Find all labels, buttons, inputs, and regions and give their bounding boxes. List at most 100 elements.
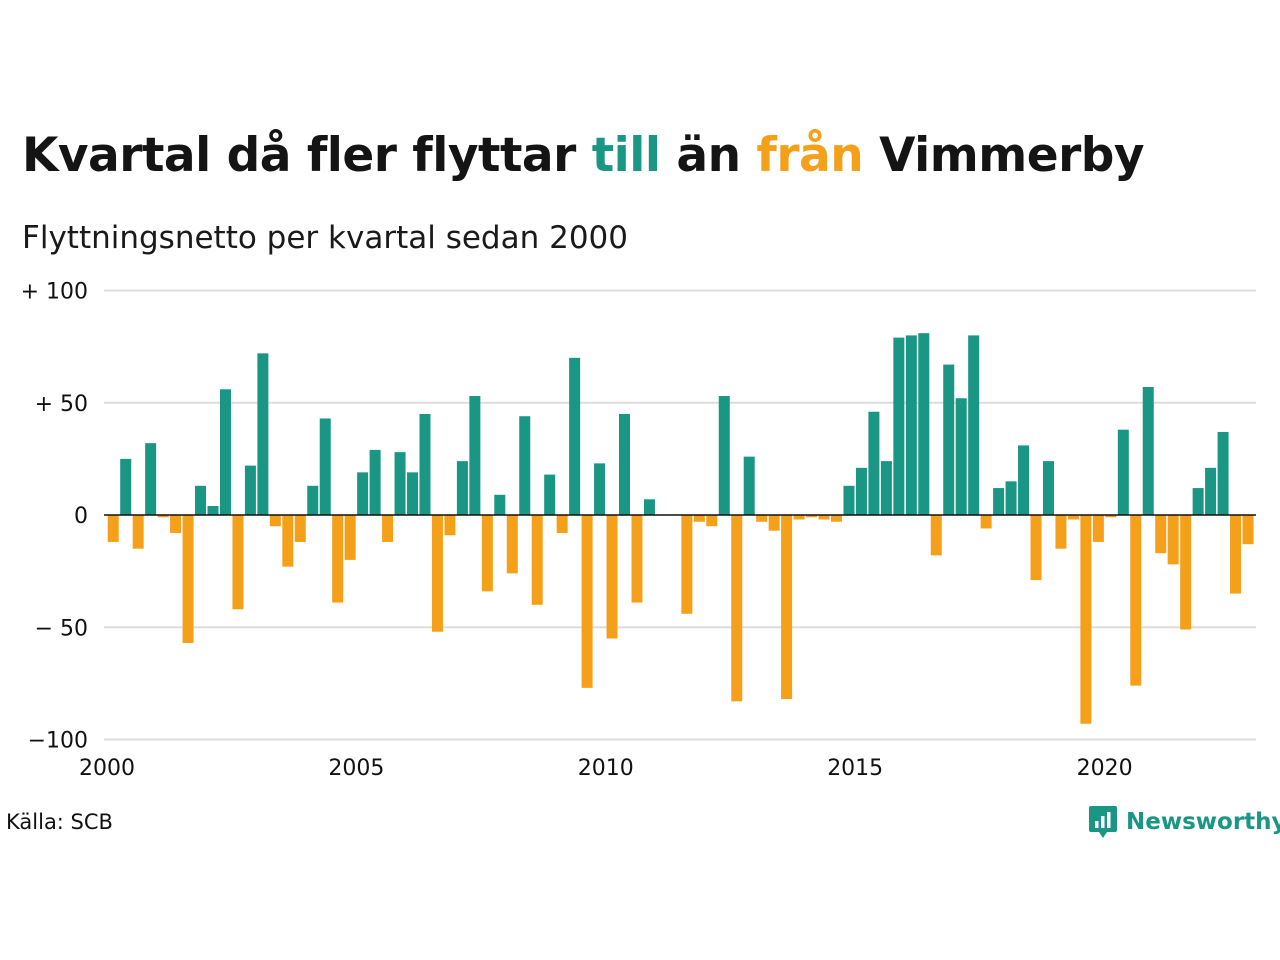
bar [506,515,518,574]
bar [1192,488,1204,515]
bar [369,449,381,515]
bar [132,515,144,549]
bar [693,515,705,522]
bar [631,515,643,603]
y-tick-label: 0 [74,504,88,529]
bar [269,515,281,527]
bar [831,515,842,522]
chart-subtitle: Flyttningsnetto per kvartal sedan 2000 [22,220,628,256]
bar [880,461,892,515]
title-part-5: Vimmerby [863,128,1145,183]
bar [544,474,556,515]
bar [1167,515,1179,565]
bar [743,456,755,515]
bar [1155,515,1167,554]
x-tick-label: 2000 [79,756,135,781]
title-fran: från [756,128,864,183]
y-tick-label: −100 [28,729,88,754]
y-tick-label: + 100 [21,280,88,305]
y-tick-label: + 50 [35,392,88,417]
bar [294,515,306,542]
bar [1080,515,1092,724]
bar [481,515,493,592]
bar [1242,515,1254,545]
bar [619,413,630,515]
bar [1092,515,1104,542]
bar [918,333,930,515]
newsworthy-icon [1089,806,1117,838]
bar [893,337,905,515]
bar [456,461,468,515]
bar [157,515,169,518]
bar [768,515,780,531]
title-part-3: än [660,128,757,183]
bar [868,411,880,515]
bar [1005,481,1017,515]
bar [207,506,219,515]
bar [1180,515,1192,630]
bar [519,416,531,515]
bar [319,418,331,515]
bar [332,515,344,603]
bar [120,458,132,516]
bar [930,515,942,556]
brand-name: Newsworthy [1126,809,1280,835]
bar [394,452,406,515]
bar [955,398,967,515]
bar [195,485,207,515]
bar [556,515,568,533]
bar [806,515,818,518]
bar [980,515,992,529]
bar [170,515,182,533]
bar [818,515,830,520]
bar [1230,515,1242,594]
chart-title: Kvartal då fler flyttar till än från Vim… [22,128,1145,183]
bar [1067,515,1079,520]
bar [943,364,955,515]
bar [1117,429,1129,515]
bar [643,499,655,515]
bar [344,515,356,560]
x-tick-label: 2015 [827,756,883,781]
title-till: till [591,128,661,183]
bar [968,335,980,515]
bar [469,396,481,515]
bar [232,515,244,610]
bar [1105,515,1117,518]
bar [1042,461,1054,515]
bar [993,488,1005,515]
bar [706,515,718,527]
bar [282,515,294,567]
bar [182,515,194,643]
bar [581,515,593,688]
newsworthy-logo: Newsworthy [1088,804,1280,840]
bar [718,396,730,515]
bar [843,485,855,515]
bar [606,515,618,639]
bar [1055,515,1067,549]
bar [756,515,768,522]
bar [257,353,269,515]
bar [431,515,443,632]
bar [855,467,867,515]
x-tick-label: 2005 [328,756,384,781]
title-part-1: Kvartal då fler flyttar [22,128,592,183]
bar [594,463,606,516]
bar [905,335,917,515]
bar [731,515,743,702]
x-tick-label: 2010 [578,756,634,781]
bar [531,515,543,605]
bar [145,443,157,515]
bar [407,472,419,515]
bar [244,465,256,515]
bar [219,389,231,515]
bar [494,494,506,515]
bar [569,357,581,515]
bar [419,413,431,515]
bar [781,515,793,700]
bar [1018,445,1030,515]
bar [107,515,119,542]
bar [1205,467,1217,515]
bar [681,515,693,614]
